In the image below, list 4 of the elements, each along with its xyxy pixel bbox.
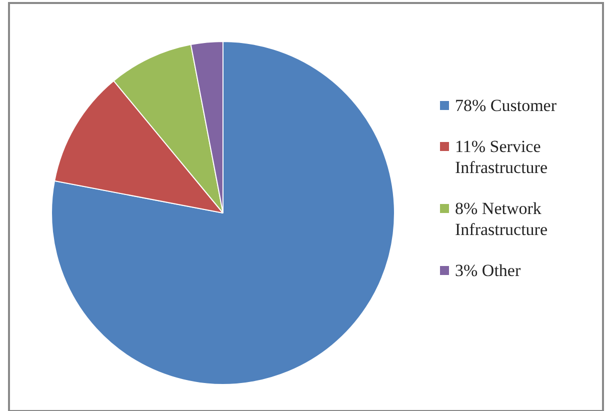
legend-label: 8% Network Infrastructure <box>455 198 549 240</box>
legend-label: 78% Customer <box>455 95 557 116</box>
legend-label: 3% Other <box>455 260 521 281</box>
legend-label: 11% Service Infrastructure <box>455 136 549 178</box>
